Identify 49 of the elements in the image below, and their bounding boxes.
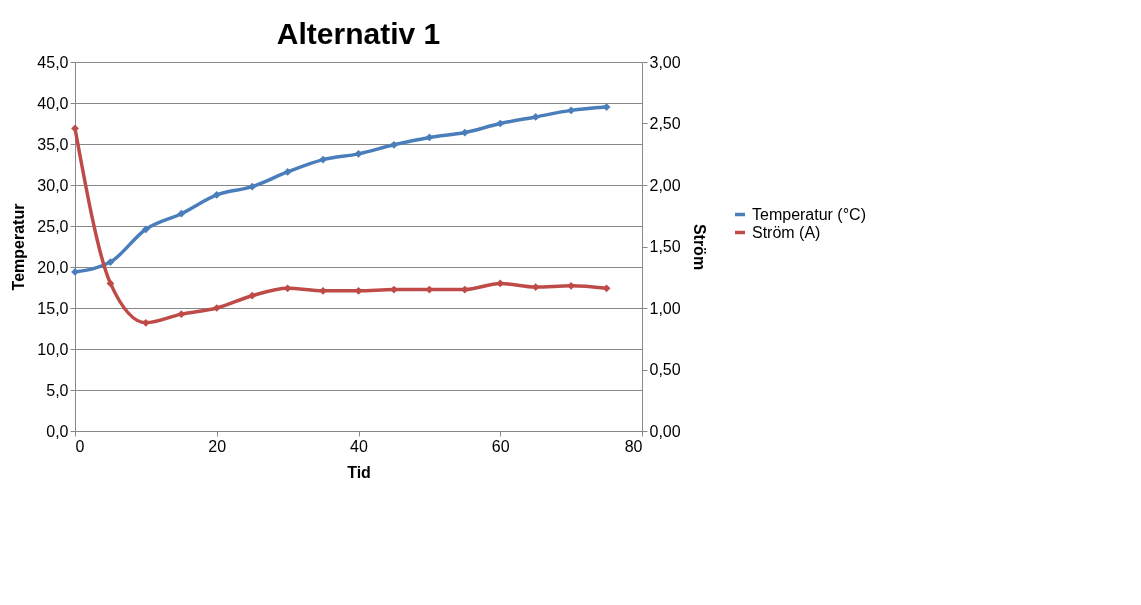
y-tick-label: 10,0 [37, 340, 69, 358]
point [106, 279, 115, 288]
y2-axis-title: Ström [690, 223, 708, 271]
x-tick-label: 60 [491, 437, 510, 455]
point [496, 119, 505, 128]
y-tick-label: 5,0 [46, 381, 69, 399]
point [248, 291, 257, 300]
y-tick-label: 35,0 [37, 135, 69, 153]
y-tick-label: 30,0 [37, 176, 69, 194]
y2-tick-label: 1,50 [649, 238, 681, 255]
y-tick-label: 45,0 [37, 53, 69, 71]
y-tick-label: 20,0 [37, 258, 69, 276]
y2-tick-label: 2,00 [649, 176, 681, 194]
point [142, 318, 150, 327]
y2-tick-label: 0,50 [649, 361, 681, 378]
point [248, 182, 257, 191]
chart-title: Alternativ 1 [276, 17, 441, 50]
x-tick-label: 40 [350, 437, 368, 455]
point [567, 106, 575, 115]
y2-tick-label: 2,50 [649, 115, 681, 132]
point [390, 140, 398, 149]
x-tick-label: 0 [75, 437, 85, 455]
x-axis-title: Tid [347, 463, 371, 481]
point [106, 258, 115, 266]
y-axis-title: Temperatur [10, 203, 28, 291]
y-tick-label: 0,0 [46, 422, 69, 440]
point [390, 285, 398, 294]
point [177, 310, 186, 319]
x-tick-label: 80 [624, 437, 643, 455]
point [319, 155, 327, 164]
legend-label: Ström (A) [752, 223, 821, 241]
point [602, 284, 611, 293]
point [142, 225, 150, 234]
point [177, 209, 186, 218]
x-tick-label: 20 [208, 437, 227, 455]
point [460, 128, 469, 137]
y2-tick-label: 3,00 [649, 53, 681, 71]
y-tick-label: 15,0 [37, 299, 69, 317]
point [212, 190, 221, 199]
point [425, 133, 434, 142]
legend-label: Temperatur (°C) [752, 205, 866, 223]
point [567, 281, 575, 290]
y-tick-label: 25,0 [37, 217, 69, 235]
y2-tick-label: 0,00 [649, 422, 681, 440]
point [283, 168, 292, 176]
y-tick-label: 40,0 [37, 94, 69, 112]
point [319, 286, 327, 295]
y2-tick-label: 1,00 [649, 299, 681, 317]
point [71, 124, 79, 133]
